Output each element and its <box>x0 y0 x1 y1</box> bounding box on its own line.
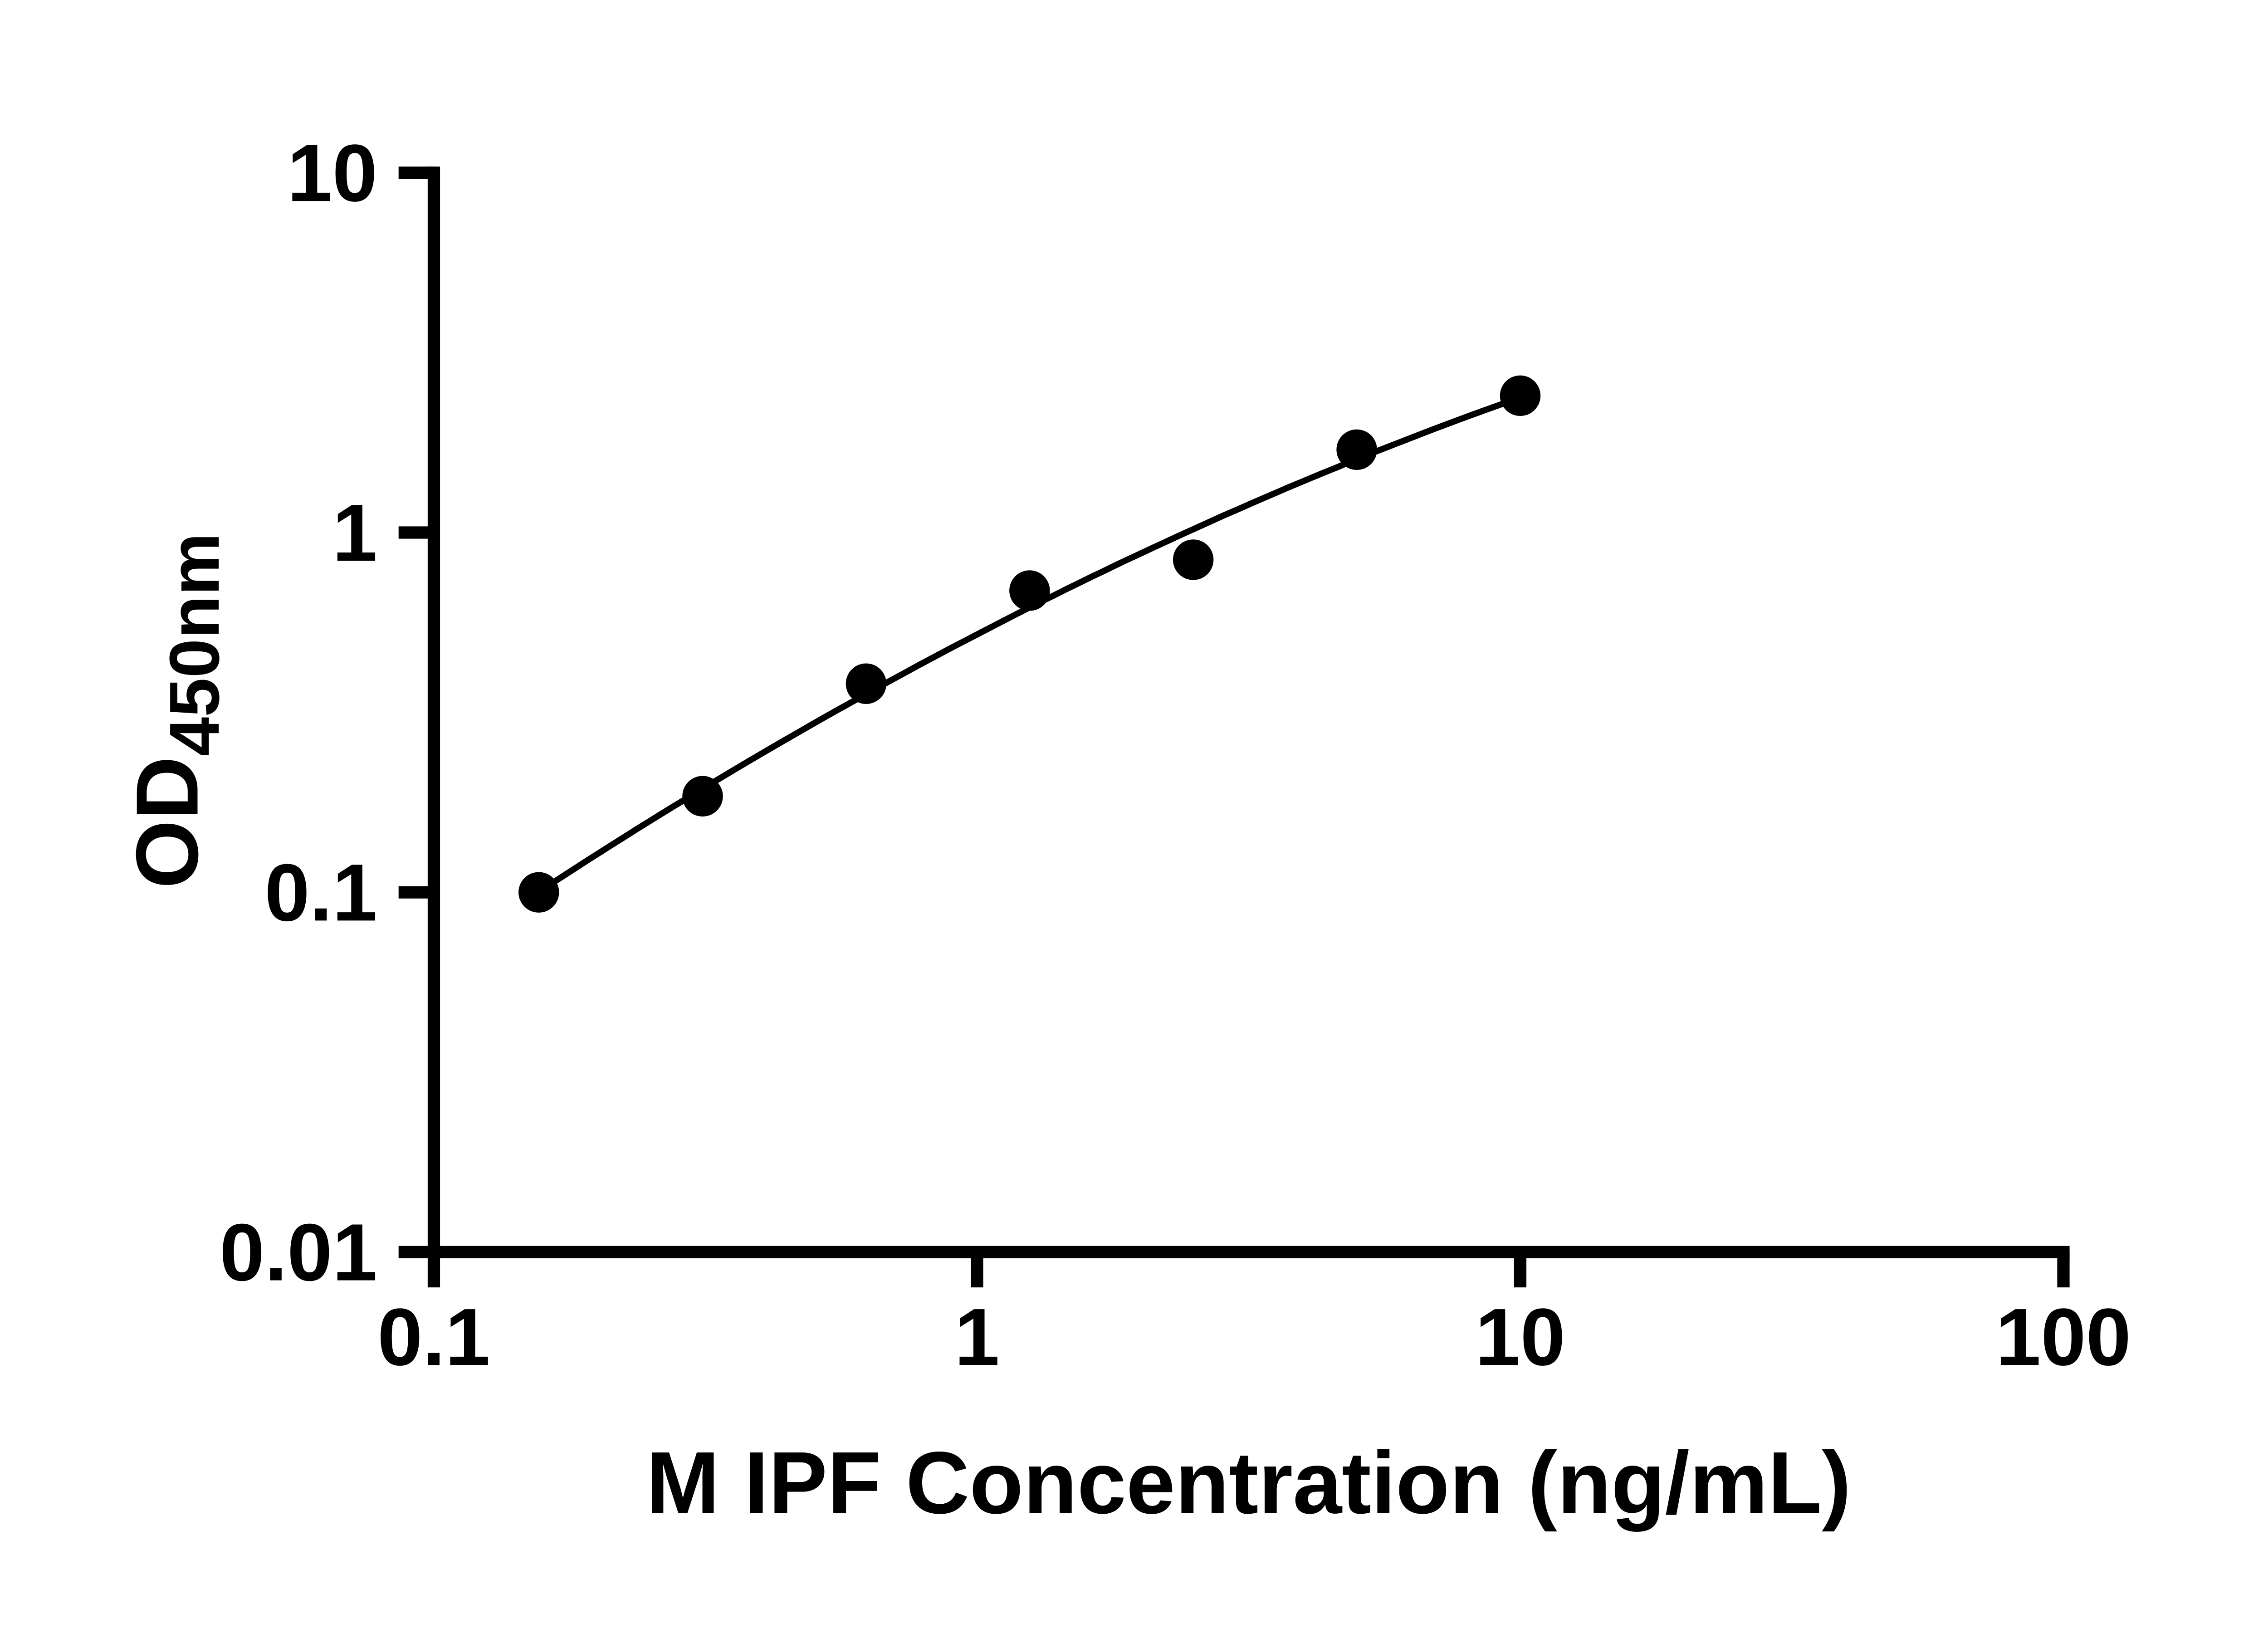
y-axis-tick-label: 1 <box>332 487 377 578</box>
y-axis-tick-label: 0.1 <box>264 847 377 938</box>
data-point <box>682 776 723 816</box>
data-points <box>518 375 1541 913</box>
x-axis-tick-label: 0.1 <box>377 1291 490 1382</box>
data-point <box>846 663 887 704</box>
y-axis-title-main: OD <box>118 756 216 889</box>
x-axis-tick-labels: 0.1 1 10 100 <box>377 1291 2131 1382</box>
y-axis-tick-labels: 0.01 0.1 1 10 <box>220 127 377 1297</box>
x-axis: 0.1 1 10 100 <box>377 1246 2131 1382</box>
x-axis-ticks <box>427 1252 2070 1288</box>
data-point <box>518 872 559 913</box>
x-axis-title: M IPF Concentration (ng/mL) <box>646 1434 1851 1532</box>
y-axis-tick-label: 0.01 <box>220 1207 377 1298</box>
x-axis-tick-label: 1 <box>954 1291 999 1382</box>
fit-curve <box>535 394 1524 895</box>
y-axis-title: OD450nm <box>118 533 234 889</box>
x-axis-tick-label: 10 <box>1475 1291 1565 1382</box>
data-point <box>1500 375 1541 416</box>
x-axis-tick-label: 100 <box>1996 1291 2131 1382</box>
y-axis-title-sub: 450nm <box>155 533 234 757</box>
y-axis-tick-label: 10 <box>287 127 377 218</box>
y-axis: 0.01 0.1 1 10 <box>220 127 440 1298</box>
data-point <box>1336 429 1377 470</box>
data-point <box>1009 570 1050 611</box>
data-point <box>1173 539 1214 580</box>
